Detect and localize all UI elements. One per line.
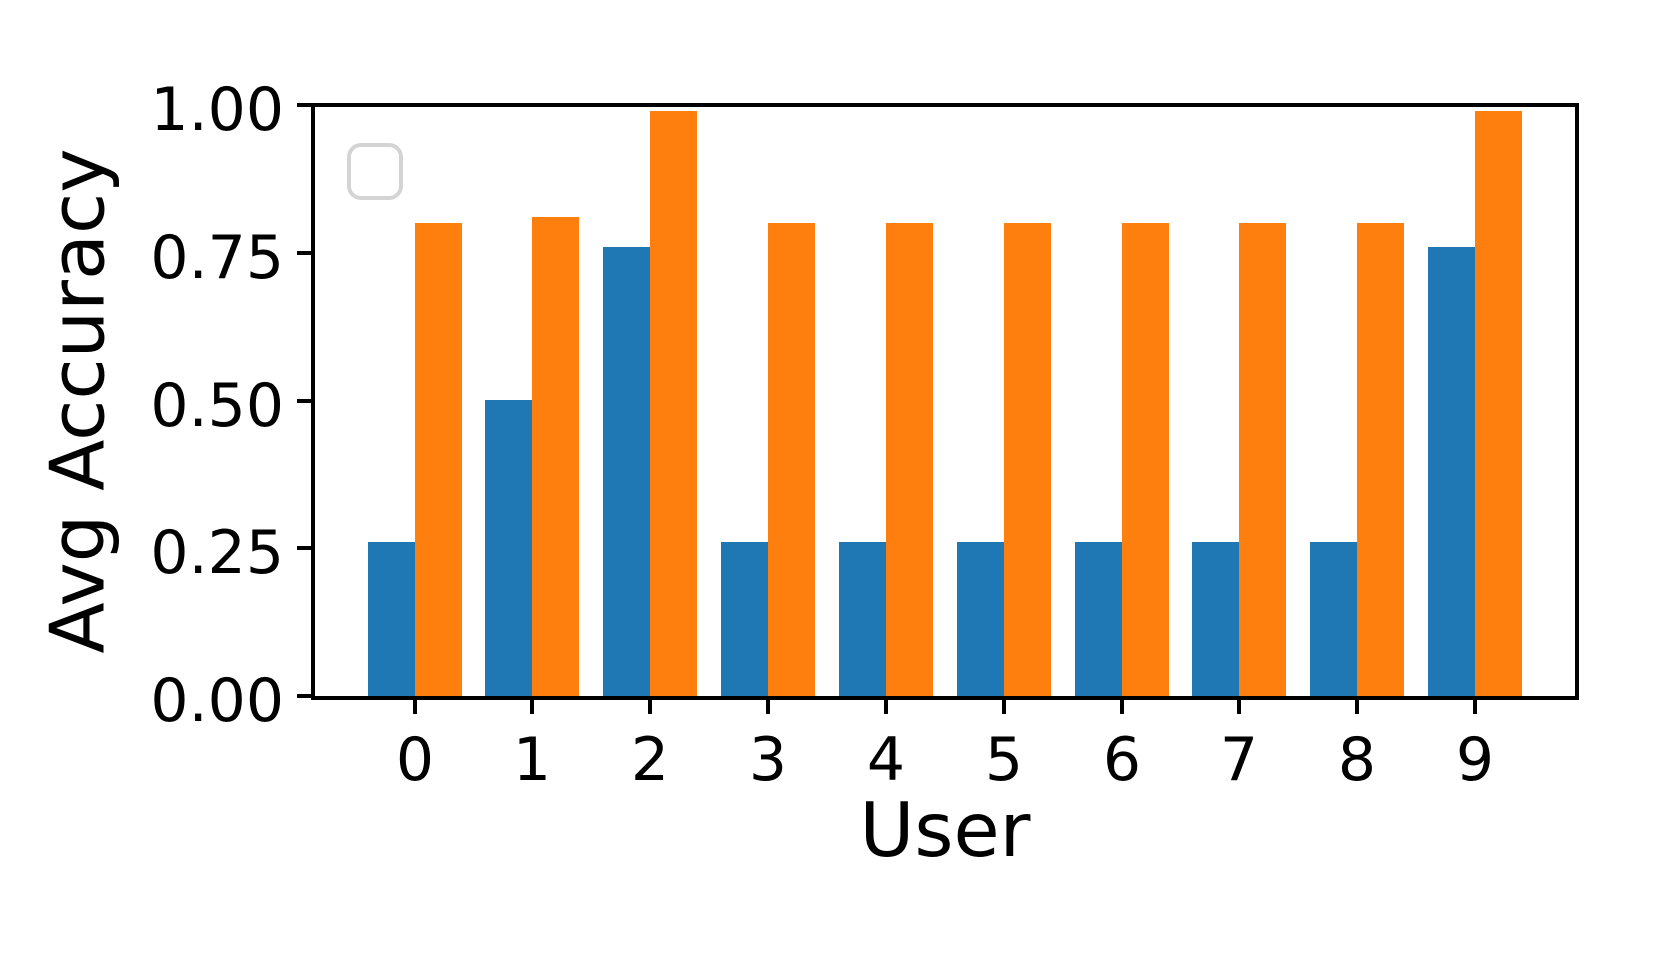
x-tick-mark [1120,700,1124,714]
bar-orange-user-1 [532,217,579,696]
x-tick-label: 8 [1337,725,1377,795]
x-tick-label: 1 [512,725,552,795]
y-axis-label: Avg Accuracy [33,148,122,654]
y-tick-label: 0.25 [150,518,284,588]
x-tick-label: 7 [1219,725,1259,795]
bar-orange-user-3 [768,223,815,696]
y-tick-mark [297,103,311,107]
y-tick-label: 0.00 [150,666,284,736]
bar-orange-user-9 [1475,111,1522,696]
bar-orange-user-8 [1357,223,1404,696]
bar-blue-user-8 [1310,542,1357,696]
bar-orange-user-6 [1122,223,1169,696]
x-axis-label: User [859,786,1031,874]
x-tick-mark [1473,700,1477,714]
x-tick-label: 2 [630,725,670,795]
bar-orange-user-7 [1239,223,1286,696]
x-tick-label: 5 [984,725,1024,795]
x-tick-mark [1002,700,1006,714]
y-tick-label: 0.50 [150,371,284,441]
y-tick-mark [297,251,311,255]
bar-blue-user-4 [839,542,886,696]
bar-orange-user-5 [1004,223,1051,696]
x-tick-mark [766,700,770,714]
y-tick-label: 0.75 [150,223,284,293]
x-tick-label: 4 [866,725,906,795]
bar-blue-user-2 [603,247,650,696]
bar-blue-user-1 [485,400,532,696]
x-tick-mark [1237,700,1241,714]
x-tick-label: 3 [748,725,788,795]
bar-blue-user-0 [368,542,415,696]
x-tick-mark [884,700,888,714]
bar-blue-user-6 [1075,542,1122,696]
x-tick-mark [648,700,652,714]
x-tick-label: 9 [1455,725,1495,795]
bar-blue-user-7 [1192,542,1239,696]
y-tick-mark [297,694,311,698]
bar-orange-user-4 [886,223,933,696]
x-tick-mark [413,700,417,714]
x-tick-mark [1355,700,1359,714]
bar-blue-user-3 [721,542,768,696]
x-tick-mark [530,700,534,714]
bar-orange-user-0 [415,223,462,696]
y-tick-mark [297,399,311,403]
legend-empty-frame [347,143,403,200]
bar-blue-user-5 [957,542,1004,696]
y-tick-mark [297,546,311,550]
y-tick-label: 1.00 [150,75,284,145]
bar-blue-user-9 [1428,247,1475,696]
x-tick-label: 6 [1102,725,1142,795]
bar-orange-user-2 [650,111,697,696]
x-tick-label: 0 [395,725,435,795]
